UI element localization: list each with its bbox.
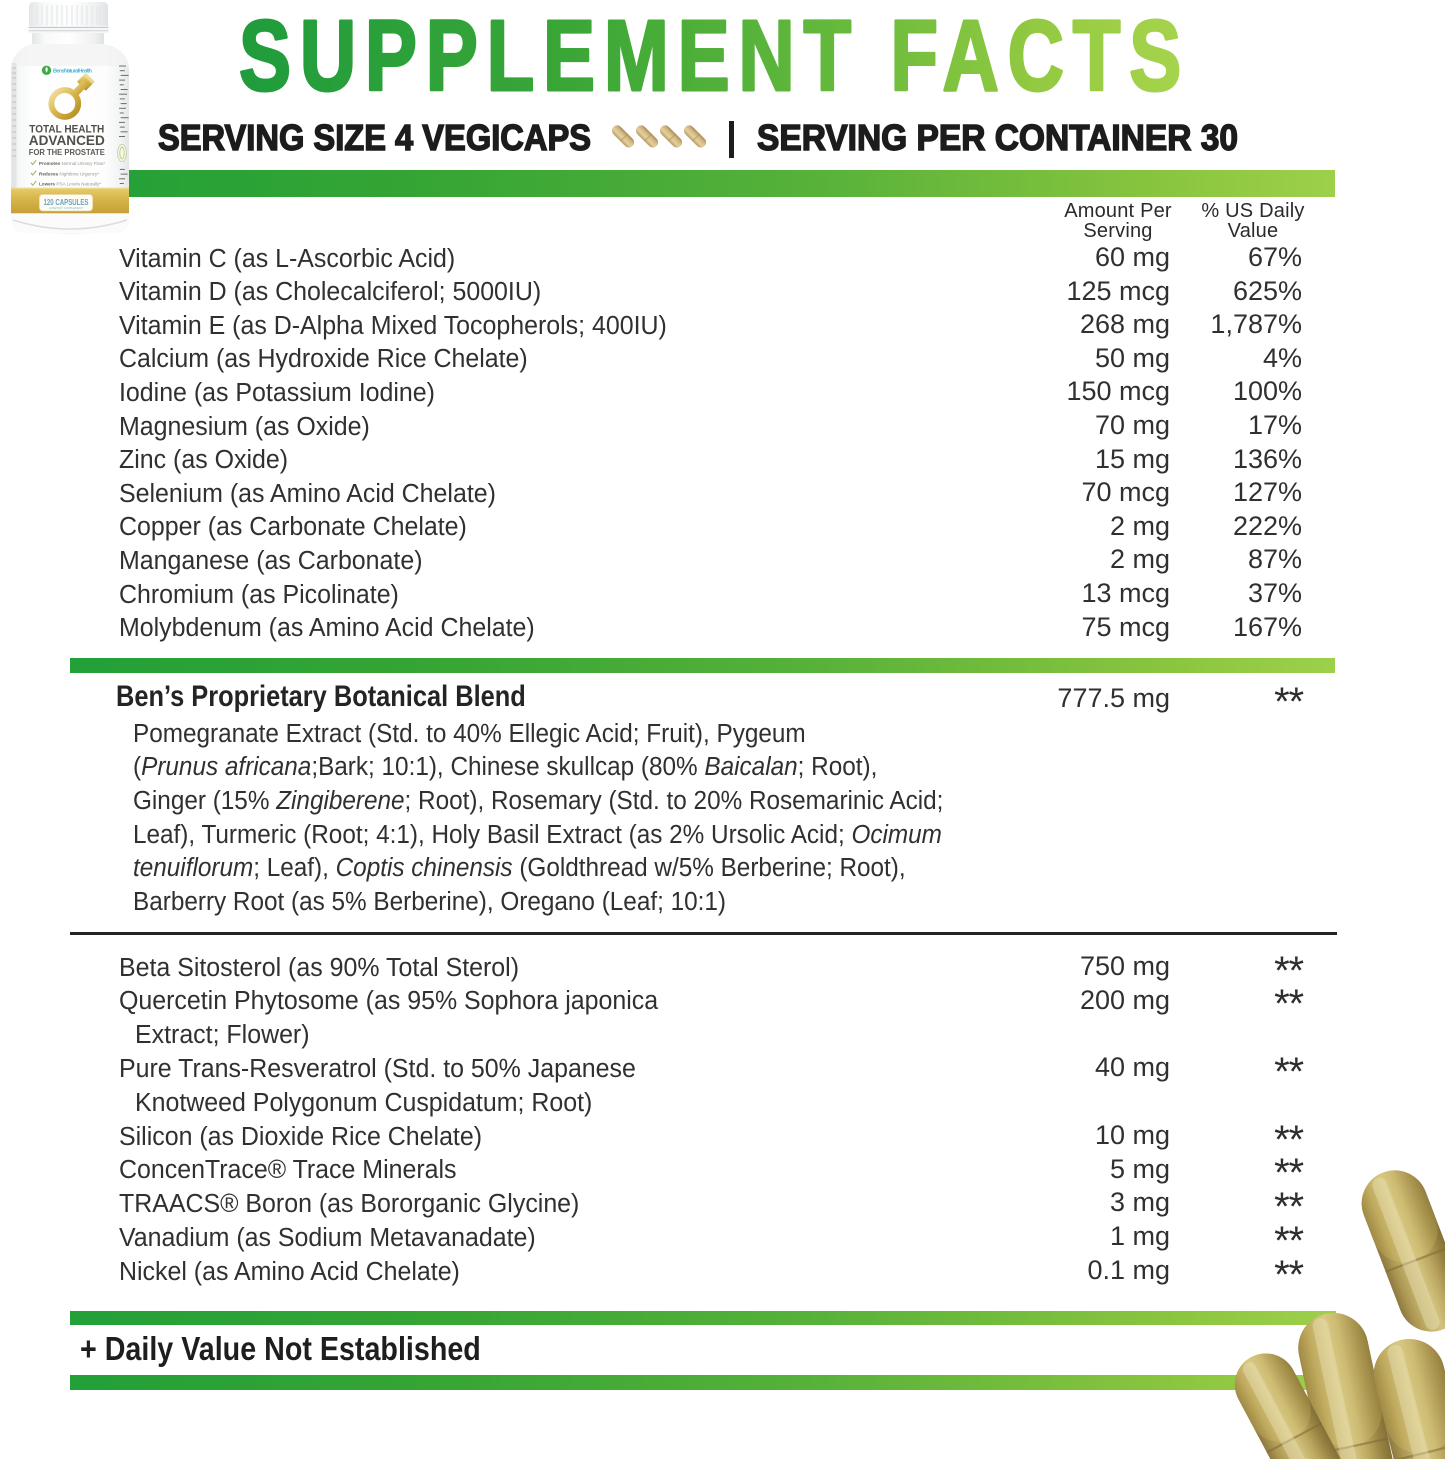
svg-text:SERVING PER CONTAINER 30: SERVING PER CONTAINER 30 bbox=[757, 117, 1238, 158]
svg-text:SERVING SIZE 4 VEGICAPS: SERVING SIZE 4 VEGICAPS bbox=[158, 117, 591, 158]
svg-text:Reduces Nighttime Urgency*: Reduces Nighttime Urgency* bbox=[39, 172, 99, 177]
svg-text:FOR THE PROSTATE: FOR THE PROSTATE bbox=[29, 147, 105, 157]
svg-text:Lowers PSA Levels Naturally*: Lowers PSA Levels Naturally* bbox=[39, 182, 101, 187]
svg-text:TOTAL HEALTH: TOTAL HEALTH bbox=[29, 124, 104, 136]
svg-text:SUPPLEMENT FACTS: SUPPLEMENT FACTS bbox=[239, 1, 1181, 113]
svg-text:BensNaturalHealth: BensNaturalHealth bbox=[53, 69, 93, 75]
svg-text:Promotes Normal Urinary Flow*: Promotes Normal Urinary Flow* bbox=[39, 161, 105, 166]
svg-text:A DIETARY SUPPLEMENT: A DIETARY SUPPLEMENT bbox=[49, 206, 83, 210]
svg-text:ADVANCED: ADVANCED bbox=[29, 133, 105, 148]
svg-text:120 CAPSULES: 120 CAPSULES bbox=[44, 198, 89, 207]
